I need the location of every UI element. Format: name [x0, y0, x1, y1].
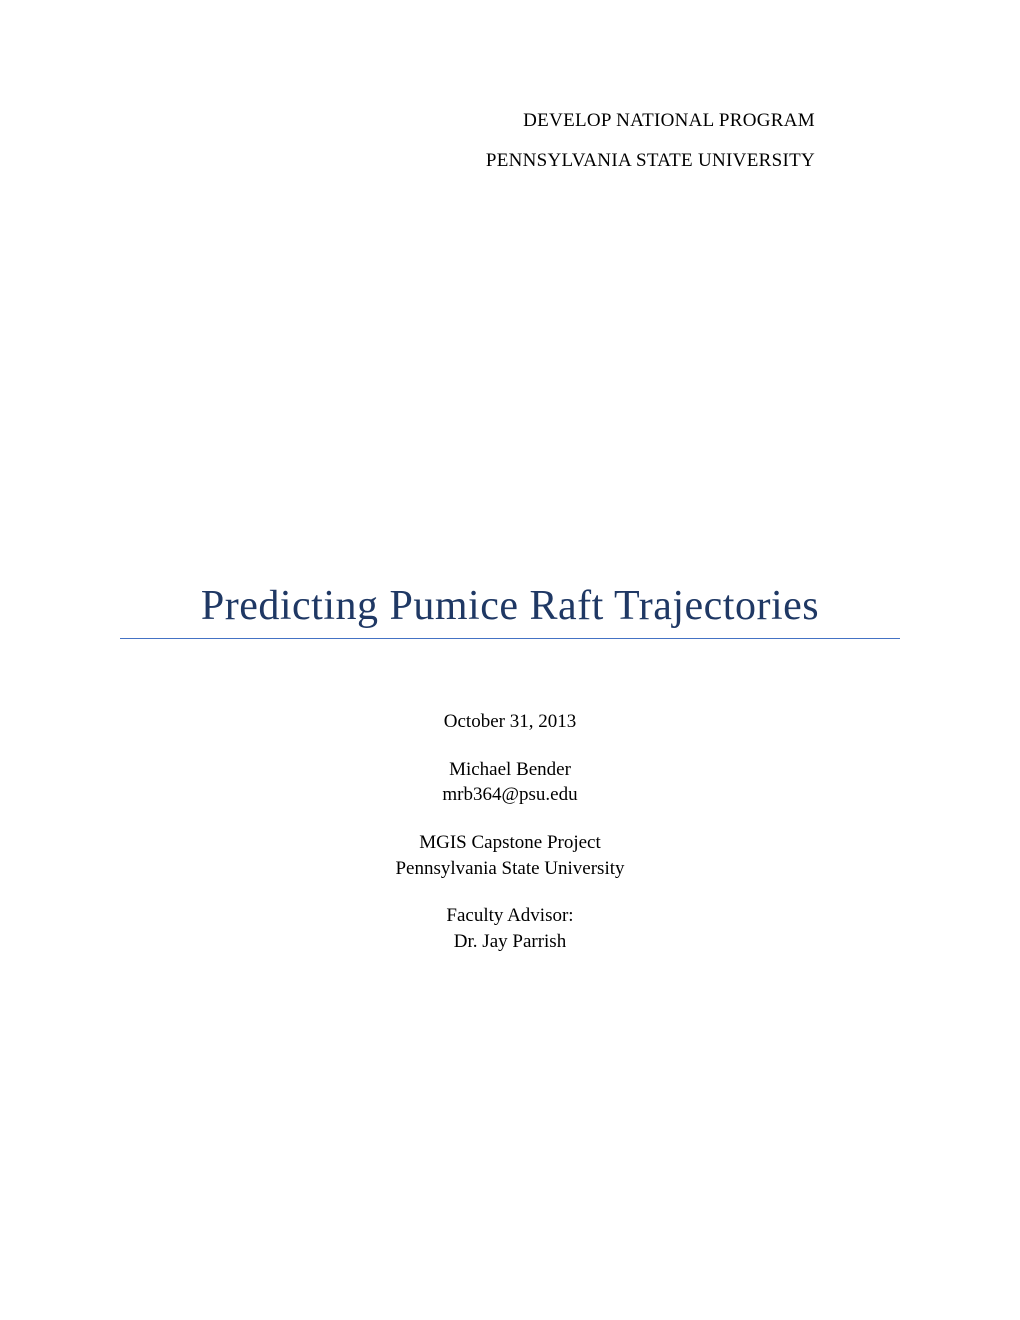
document-date: October 31, 2013: [120, 709, 900, 735]
date-block: October 31, 2013: [120, 709, 900, 735]
advisor-block: Faculty Advisor: Dr. Jay Parrish: [120, 903, 900, 954]
advisor-label: Faculty Advisor:: [120, 903, 900, 929]
author-block: Michael Bender mrb364@psu.edu: [120, 757, 900, 808]
university-name: Pennsylvania State University: [120, 856, 900, 882]
document-page: DEVELOP NATIONAL PROGRAM PENNSYLVANIA ST…: [0, 0, 1020, 1320]
author-name: Michael Bender: [120, 757, 900, 783]
program-name: DEVELOP NATIONAL PROGRAM: [120, 110, 815, 132]
advisor-name: Dr. Jay Parrish: [120, 929, 900, 955]
document-title: Predicting Pumice Raft Trajectories: [120, 582, 900, 639]
project-type: MGIS Capstone Project: [120, 830, 900, 856]
title-section: Predicting Pumice Raft Trajectories: [120, 582, 900, 639]
author-email: mrb364@psu.edu: [120, 782, 900, 808]
project-block: MGIS Capstone Project Pennsylvania State…: [120, 830, 900, 881]
info-section: October 31, 2013 Michael Bender mrb364@p…: [120, 709, 900, 954]
institution-name: PENNSYLVANIA STATE UNIVERSITY: [120, 150, 815, 172]
header-block: DEVELOP NATIONAL PROGRAM PENNSYLVANIA ST…: [120, 110, 900, 172]
